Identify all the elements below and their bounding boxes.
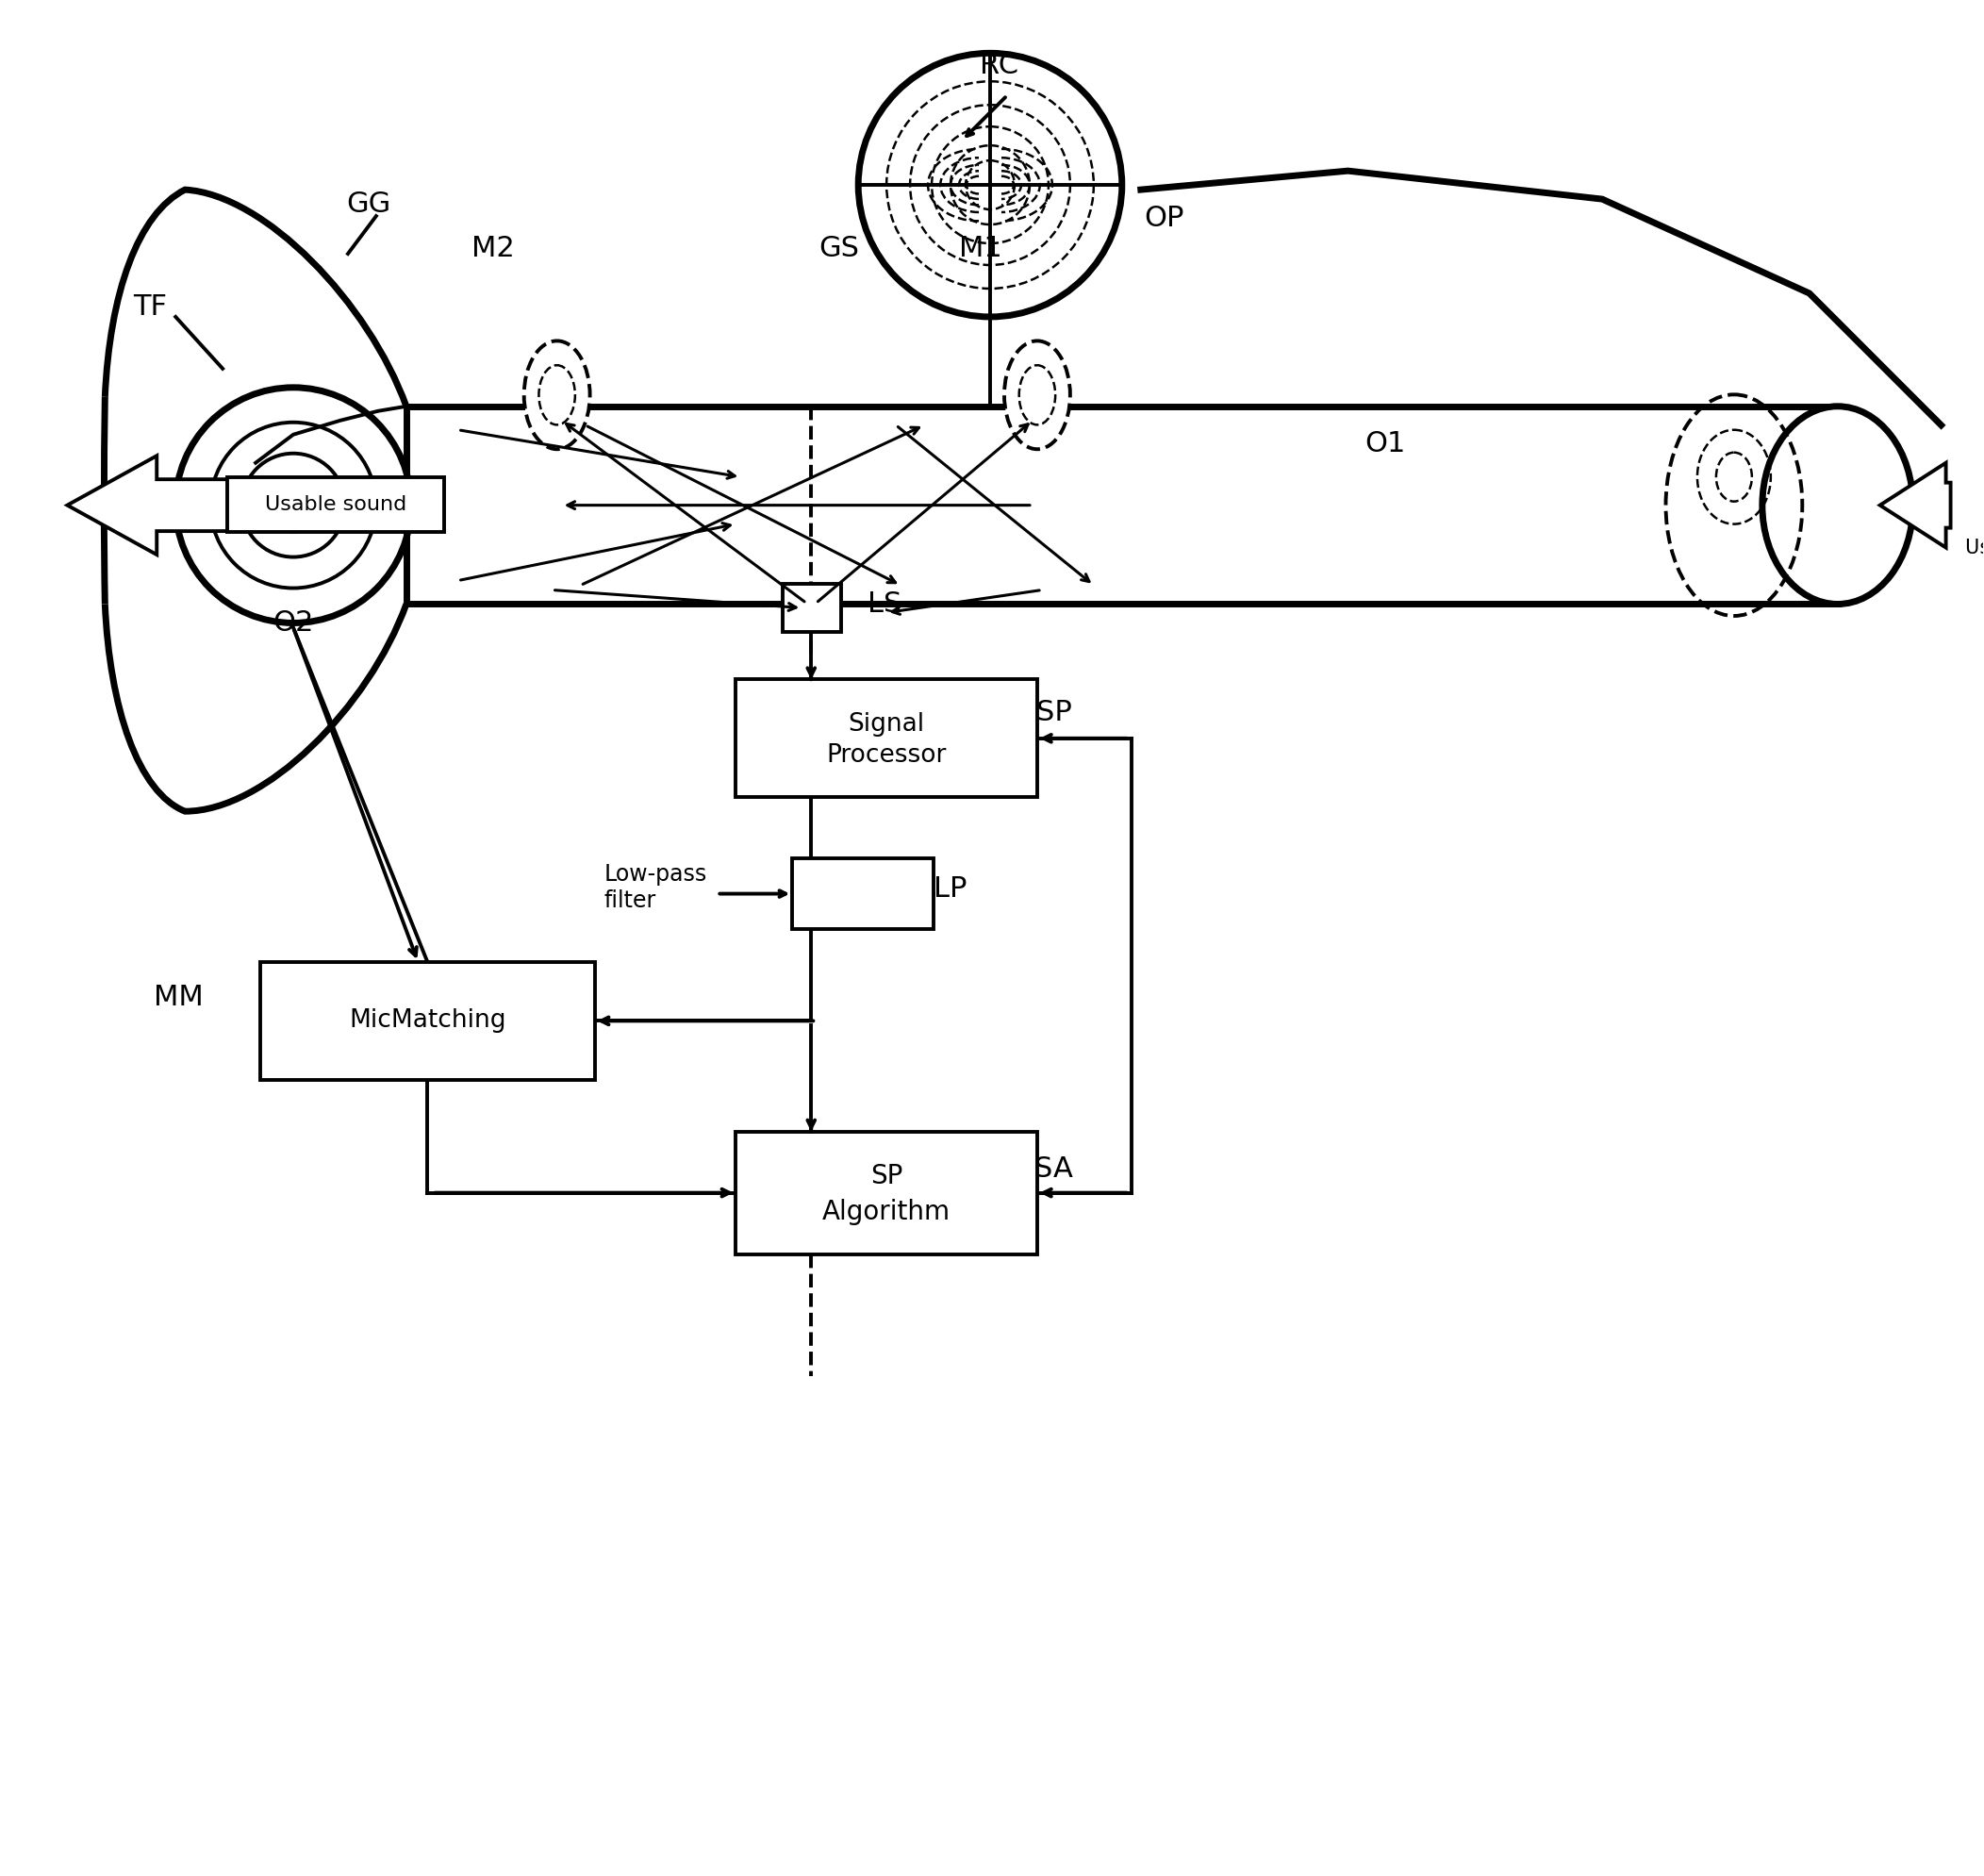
Text: filter: filter xyxy=(603,889,657,912)
Text: SP: SP xyxy=(1036,698,1071,726)
Ellipse shape xyxy=(524,341,589,448)
FancyArrow shape xyxy=(67,456,407,555)
Text: GG: GG xyxy=(347,189,391,218)
Text: RC: RC xyxy=(980,53,1020,79)
Text: TF: TF xyxy=(133,295,167,321)
Text: M1: M1 xyxy=(958,234,1002,263)
Text: MicMatching: MicMatching xyxy=(349,1009,506,1034)
FancyArrow shape xyxy=(1881,463,1950,548)
Ellipse shape xyxy=(1762,407,1913,604)
Bar xyxy=(407,407,1837,604)
Bar xyxy=(228,477,444,531)
Text: M2: M2 xyxy=(472,234,514,263)
Text: O2: O2 xyxy=(274,610,313,636)
Bar xyxy=(784,583,841,632)
Bar xyxy=(260,962,595,1081)
Text: Algorithm: Algorithm xyxy=(821,1199,950,1225)
Text: LP: LP xyxy=(934,874,968,902)
Text: Usable sound: Usable sound xyxy=(264,495,407,514)
Text: SA: SA xyxy=(1036,1156,1073,1184)
Text: Processor: Processor xyxy=(827,743,946,767)
Text: O1: O1 xyxy=(1365,430,1407,458)
Circle shape xyxy=(286,497,302,512)
Text: MM: MM xyxy=(153,985,202,1011)
Text: LS: LS xyxy=(867,591,903,617)
Bar xyxy=(792,859,934,929)
Text: OP: OP xyxy=(1145,204,1184,231)
Bar xyxy=(736,1131,1038,1253)
Text: SP: SP xyxy=(871,1163,903,1189)
Bar xyxy=(736,679,1038,797)
Ellipse shape xyxy=(1004,341,1069,448)
Text: Signal: Signal xyxy=(849,711,925,737)
Text: Low-pass: Low-pass xyxy=(603,863,706,885)
Text: Usable sou: Usable sou xyxy=(1964,538,1984,557)
Circle shape xyxy=(859,53,1121,317)
Text: GS: GS xyxy=(819,234,859,263)
